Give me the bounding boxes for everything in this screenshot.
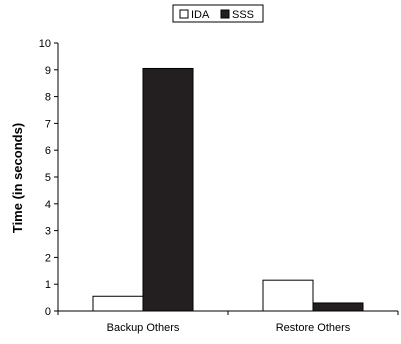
bar-sss-backup-others xyxy=(142,67,194,312)
y-tick-label: 8 xyxy=(45,92,51,104)
legend-swatch-ida xyxy=(179,9,189,19)
y-tick-label: 3 xyxy=(45,226,51,238)
y-tick-label: 1 xyxy=(45,279,51,291)
y-tick-label: 6 xyxy=(45,145,51,157)
y-tick-label: 7 xyxy=(45,118,51,130)
bar-sss-restore-others xyxy=(312,302,364,312)
y-tick-label: 4 xyxy=(45,199,51,211)
y-tick-label: 0 xyxy=(45,306,51,318)
y-tick-label: 2 xyxy=(45,252,51,264)
legend-label-ida: IDA xyxy=(191,9,210,21)
y-tick-label: 9 xyxy=(45,65,51,77)
legend: IDA SSS xyxy=(172,4,264,23)
y-axis-label: Time (in seconds) xyxy=(10,123,25,233)
bar-ida-restore-others xyxy=(262,279,314,312)
x-category-label: Restore Others xyxy=(276,322,351,334)
bar-ida-backup-others xyxy=(92,295,144,312)
legend-swatch-sss xyxy=(220,9,230,19)
x-category-label: Backup Others xyxy=(107,322,180,334)
y-tick-label: 5 xyxy=(45,172,51,184)
plot-area: 0 1 2 3 4 5 6 7 8 9 10 Backup Others Restore Others xyxy=(39,38,399,334)
legend-label-sss: SSS xyxy=(232,9,254,21)
y-tick-label: 10 xyxy=(39,38,51,50)
